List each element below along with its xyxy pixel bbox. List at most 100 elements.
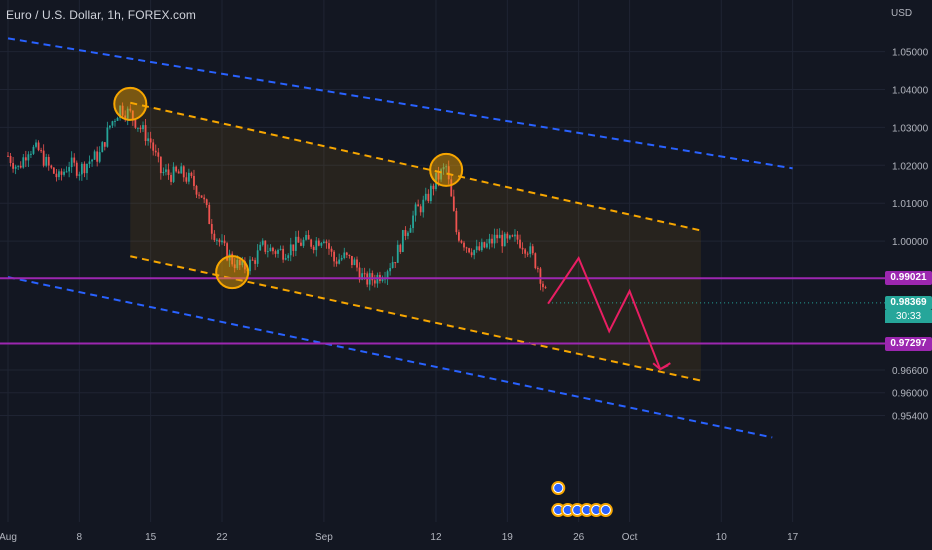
candle-body: [200, 195, 203, 198]
candle-body: [144, 125, 147, 142]
time-axis-tick-label: 26: [573, 532, 585, 543]
candle-body: [480, 242, 483, 251]
candle-body: [491, 238, 493, 244]
time-axis-tick-label: 15: [145, 532, 157, 543]
candle-body: [432, 185, 435, 190]
candle-body: [506, 233, 509, 239]
candle-body: [111, 121, 114, 126]
candle-body: [9, 155, 12, 164]
candle-body: [152, 142, 155, 151]
candle-body: [195, 185, 198, 195]
candle-body: [17, 165, 20, 167]
candle-body: [50, 165, 53, 168]
candle-body: [320, 242, 323, 246]
candle-body: [213, 233, 216, 241]
candle-body: [373, 280, 376, 284]
candle-body: [119, 105, 121, 118]
candle-body: [233, 264, 236, 269]
candle-body: [126, 108, 129, 119]
candle-body: [419, 206, 422, 213]
candle-body: [544, 287, 547, 289]
candle-body: [407, 232, 409, 236]
candle-body: [231, 253, 234, 265]
time-axis-tick-label: 8: [77, 532, 83, 543]
inner-channel-lower-line: [130, 255, 702, 382]
candle-body: [503, 233, 506, 247]
candle-body: [68, 167, 71, 172]
candle-body: [394, 262, 397, 264]
candle-body: [185, 177, 188, 182]
candle-body: [121, 105, 124, 116]
candle-body: [539, 268, 542, 284]
price-scale-tick-label: 0.96600: [892, 366, 929, 377]
candle-body: [297, 236, 300, 243]
chart-title: Euro / U.S. Dollar, 1h, FOREX.com: [6, 8, 197, 22]
candle-body: [269, 247, 272, 252]
candle-body: [386, 271, 389, 279]
candle-body: [221, 240, 223, 243]
candle-body: [452, 196, 455, 211]
candle-body: [396, 244, 399, 263]
candle-body: [493, 234, 496, 244]
time-axis-tick-label: Sep: [315, 532, 333, 543]
candle-body: [440, 169, 442, 180]
candle-body: [218, 239, 221, 243]
candle-body: [460, 240, 463, 243]
candle-body: [478, 246, 481, 251]
price-scale-tick-label: 0.96000: [892, 389, 929, 400]
candle-body: [294, 236, 297, 251]
candle-body: [340, 258, 343, 260]
pivot-marker-circle: [429, 152, 464, 187]
candle-body: [328, 243, 330, 249]
pivot-marker-circle: [215, 255, 250, 290]
price-scale-tick-label: 1.04000: [892, 86, 929, 97]
outer-channel-upper-line: [7, 37, 793, 170]
candle-body: [139, 127, 142, 130]
currency-label: USD: [891, 8, 913, 19]
candle-body: [223, 240, 226, 244]
candle-body: [106, 127, 109, 147]
time-axis: Aug 8 15 22 Sep 12 19 26 Oct 10 17: [0, 532, 799, 543]
candle-body: [114, 120, 116, 122]
candle-body: [483, 242, 486, 248]
candle-body: [165, 169, 167, 172]
candle-body: [58, 171, 60, 178]
candle-body: [345, 252, 348, 255]
candle-body: [226, 243, 228, 261]
candle-body: [468, 248, 470, 253]
candle-body: [70, 157, 73, 168]
candle-body: [238, 259, 241, 266]
candle-body: [353, 259, 356, 266]
price-scale-tick-label: 1.03000: [892, 123, 929, 134]
candle-body: [37, 142, 40, 151]
candle-body: [159, 156, 162, 174]
candle-body: [42, 150, 45, 166]
candle-body: [208, 204, 211, 224]
candle-body: [177, 171, 180, 174]
candle-body: [109, 125, 111, 128]
candle-body: [422, 199, 425, 213]
candle-body: [131, 110, 134, 120]
time-axis-tick-label: Aug: [0, 532, 17, 543]
candle-body: [450, 179, 453, 197]
candle-body: [442, 167, 445, 170]
event-icons: [551, 481, 613, 517]
candle-body: [470, 252, 473, 256]
candle-body: [312, 246, 315, 251]
candle-body: [60, 171, 63, 175]
candle-body: [180, 166, 183, 174]
candle-body: [526, 253, 529, 255]
candle-body: [277, 250, 279, 254]
time-axis-tick-label: 12: [430, 532, 442, 543]
candle-body: [412, 215, 414, 229]
candle-body: [30, 153, 32, 155]
candle-body: [172, 166, 175, 182]
candle-body: [401, 230, 404, 252]
bar-countdown: 30:33: [885, 309, 932, 323]
candle-body: [244, 261, 246, 270]
candle-body: [389, 267, 392, 272]
support-price-tag: 0.97297: [885, 336, 932, 351]
candle-body: [259, 244, 262, 251]
